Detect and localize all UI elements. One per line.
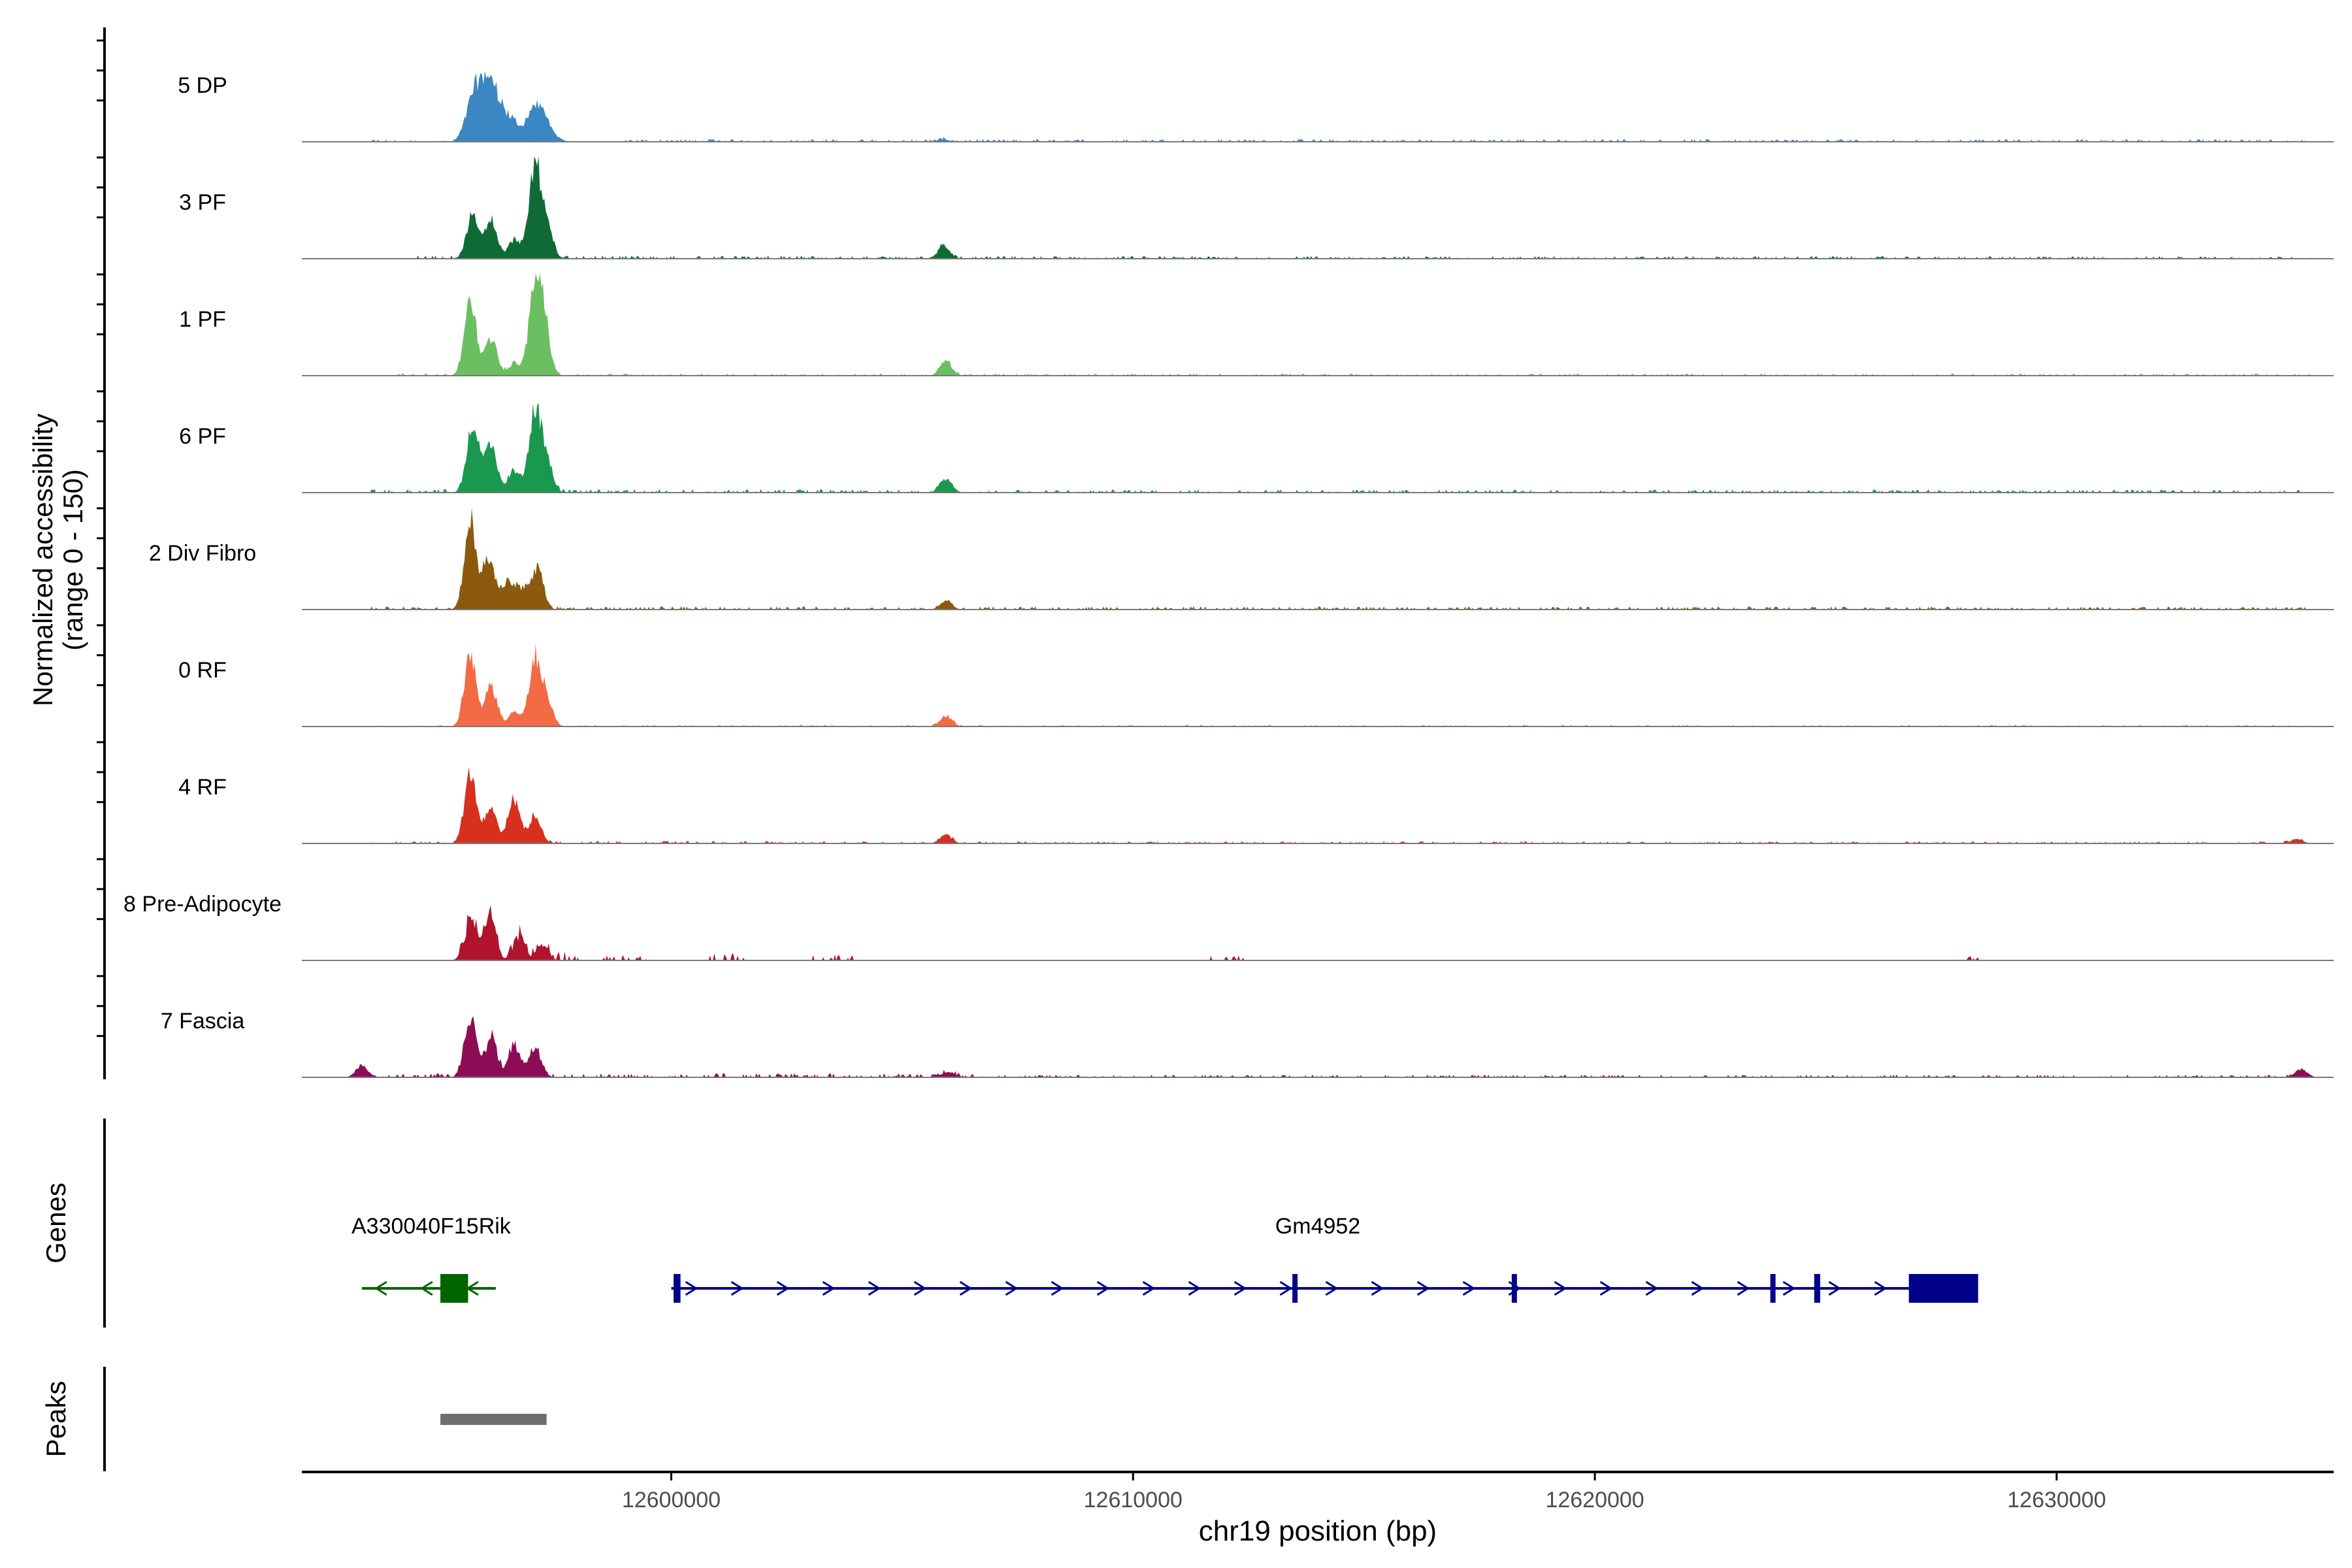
strand-arrow — [1005, 1281, 1019, 1296]
track-1: 5 DP — [178, 71, 2334, 142]
x-tick-label: 12600000 — [622, 1488, 721, 1512]
x-tick-label: 12610000 — [1084, 1488, 1183, 1512]
coverage-area — [302, 1016, 2334, 1077]
strand-arrow — [1782, 1281, 1796, 1296]
gene-label: Gm4952 — [1275, 1214, 1360, 1239]
coverage-area — [302, 766, 2334, 843]
strand-arrow — [1554, 1281, 1567, 1296]
strand-arrow — [1691, 1281, 1705, 1296]
track-8: 8 Pre-Adipocyte — [123, 892, 2334, 961]
track-label: 8 Pre-Adipocyte — [123, 892, 282, 917]
exon — [1511, 1274, 1517, 1303]
track-7: 4 RF — [178, 766, 2334, 844]
track-label: 2 Div Fibro — [149, 541, 256, 566]
track-label: 6 PF — [179, 424, 226, 449]
strand-arrow — [420, 1281, 433, 1296]
gene-Gm4952: Gm4952 — [671, 1214, 1978, 1303]
coverage-y-ticks — [97, 39, 105, 1037]
strand-arrow — [1325, 1281, 1339, 1296]
coverage-area — [302, 273, 2334, 376]
strand-arrow — [776, 1281, 790, 1296]
strand-arrow — [1828, 1281, 1842, 1296]
x-axis-label: chr19 position (bp) — [1199, 1515, 1437, 1547]
strand-arrow — [685, 1281, 698, 1296]
coverage-tracks: 5 DP 3 PF 1 PF 6 PF 2 Div Fibro 0 RF 4 RF 8 Pre… — [123, 71, 2334, 1078]
strand-arrow — [868, 1281, 881, 1296]
peaks-panel-label: Peaks — [41, 1381, 71, 1458]
y-axis-label-line1: Normalized accessibility — [27, 414, 58, 706]
coverage-area — [302, 71, 2334, 142]
peak-region — [440, 1414, 547, 1425]
strand-arrow — [1737, 1281, 1750, 1296]
strand-arrow — [1096, 1281, 1110, 1296]
strand-arrow — [1233, 1281, 1247, 1296]
exon — [673, 1274, 681, 1303]
y-axis-label-line2: (range 0 - 150) — [57, 469, 88, 651]
x-axis-ticks: 12600000 12610000 12620000 12630000 — [622, 1472, 2106, 1512]
track-label: 3 PF — [179, 190, 226, 215]
exon — [1292, 1274, 1298, 1303]
track-3: 1 PF — [179, 273, 2334, 376]
strand-arrow — [1416, 1281, 1430, 1296]
exon — [1908, 1274, 1978, 1303]
track-6: 0 RF — [178, 643, 2334, 727]
strand-arrow — [913, 1281, 927, 1296]
x-tick-label: 12630000 — [2007, 1488, 2106, 1512]
strand-arrow — [1874, 1281, 1887, 1296]
exon — [1814, 1274, 1821, 1303]
gene-label: A330040F15Rik — [351, 1214, 512, 1239]
strand-arrow — [959, 1281, 973, 1296]
strand-arrow — [1371, 1281, 1384, 1296]
exon — [1770, 1274, 1776, 1303]
x-tick-label: 12620000 — [1545, 1488, 1644, 1512]
exon — [440, 1274, 468, 1303]
track-label: 0 RF — [178, 658, 227, 683]
strand-arrow — [730, 1281, 744, 1296]
track-label: 5 DP — [178, 73, 227, 98]
strand-arrow — [822, 1281, 836, 1296]
track-5: 2 Div Fibro — [149, 508, 2334, 610]
strand-arrow — [1188, 1281, 1201, 1296]
genes-panel: A330040F15Rik Gm4952 — [351, 1214, 1978, 1303]
strand-arrow — [1051, 1281, 1064, 1296]
track-9: 7 Fascia — [161, 1009, 2334, 1078]
track-label: 7 Fascia — [161, 1009, 245, 1034]
coverage-area — [302, 643, 2334, 727]
track-2: 3 PF — [179, 156, 2334, 259]
track-label: 1 PF — [179, 307, 226, 332]
strand-arrow — [1279, 1281, 1293, 1296]
coverage-area — [302, 156, 2334, 259]
strand-arrow — [1645, 1281, 1659, 1296]
peaks-panel — [440, 1414, 547, 1425]
gene-A330040F15Rik: A330040F15Rik — [351, 1214, 512, 1303]
genes-panel-label: Genes — [41, 1183, 71, 1264]
strand-arrow — [1142, 1281, 1156, 1296]
strand-arrow — [374, 1281, 387, 1296]
coverage-area — [302, 905, 2334, 960]
coverage-area — [302, 508, 2334, 610]
track-4: 6 PF — [179, 403, 2334, 493]
strand-arrow — [1462, 1281, 1476, 1296]
strand-arrow — [1599, 1281, 1613, 1296]
track-label: 4 RF — [178, 775, 227, 800]
coverage-area — [302, 403, 2334, 493]
